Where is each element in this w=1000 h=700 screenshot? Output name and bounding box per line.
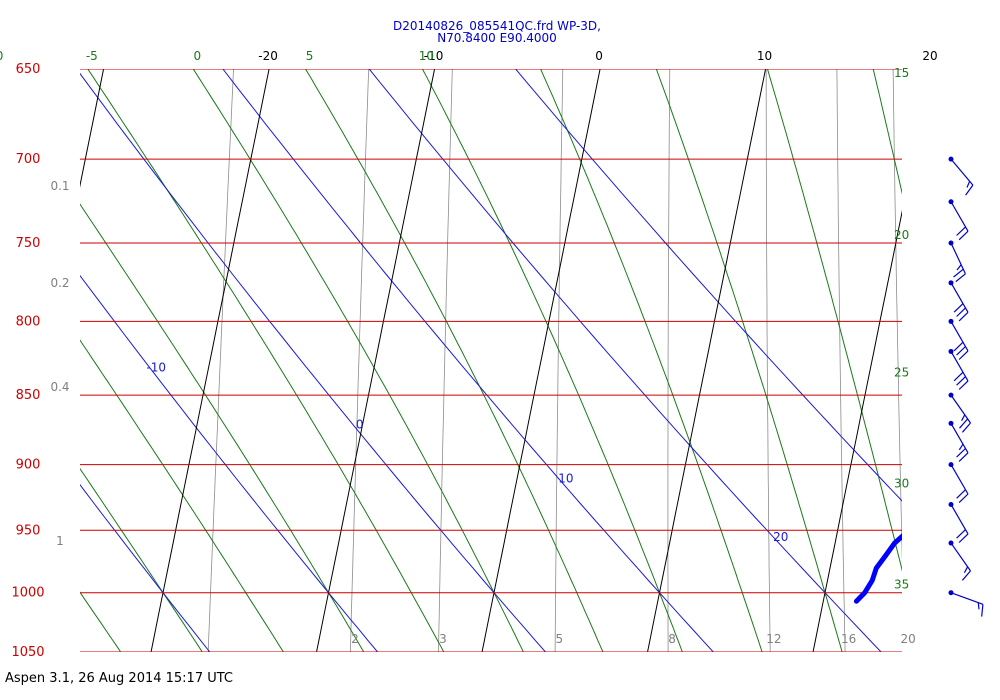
isobar-label-1050: 1050: [11, 645, 44, 660]
mixing-ratio-1: [207, 69, 234, 652]
mixing-ratio-3: [438, 69, 453, 652]
wind-barb-930: [948, 501, 969, 543]
moist-adiabat-lines: [80, 12, 1000, 687]
sounding-profiles: [853, 533, 902, 604]
dry-adiabat-30: [514, 69, 902, 502]
dry-adiabat-20: [368, 69, 882, 652]
isotherm-30: [976, 50, 1000, 663]
moist-adiabat-20: [655, 69, 843, 652]
chart-title-line1: D20140826_085541QC.frd WP-3D,: [393, 19, 601, 33]
temperature-label--10: -10: [424, 49, 444, 63]
isobar-lines: [80, 69, 902, 652]
dry-adiabat-10: [222, 69, 714, 652]
mixing-ratio-left-label-0.2: 0.2: [50, 276, 69, 290]
isotherm--20: [150, 69, 270, 652]
wind-barb-700: [948, 156, 974, 196]
mixing-ratio-label-2: 2: [351, 632, 359, 646]
mixing-ratio-label-8: 8: [668, 632, 676, 646]
wind-barbs: [948, 156, 984, 617]
dry-adiabat-label-20: 20: [773, 530, 788, 544]
isobar-label-750: 750: [16, 236, 41, 251]
temperature-label-0: 0: [595, 49, 603, 63]
moist-adiabat-right-label-35: 35: [894, 578, 909, 592]
mixing-ratio-left-label-1: 1: [56, 534, 64, 548]
chart-title-line2: N70.8400 E90.4000: [437, 31, 557, 45]
moist-adiabat-right-label-20: 20: [894, 228, 909, 242]
mixing-ratio-16: [836, 69, 846, 652]
wind-barb-900: [948, 462, 969, 504]
mixing-ratio-5: [554, 69, 564, 652]
mixing-ratio-0.4: [34, 12, 72, 675]
moist-adiabat--15: [80, 339, 284, 652]
isotherm-lines: [80, 50, 1000, 663]
wind-barb-1000: [948, 590, 984, 617]
mixing-ratio-30: [997, 12, 1000, 675]
moist-adiabat--25: [80, 591, 122, 652]
wind-barb-750: [948, 240, 966, 283]
moist-adiabat-label--10: -10: [0, 49, 3, 63]
isobar-label-700: 700: [16, 152, 41, 167]
wind-barb-960: [948, 540, 971, 581]
isobar-label-950: 950: [16, 523, 41, 538]
mixing-ratio-label-12: 12: [766, 632, 781, 646]
dry-adiabat-label-10: 10: [558, 472, 573, 486]
wind-barb-850: [948, 392, 971, 433]
isobar-label-900: 900: [16, 458, 41, 473]
moist-adiabat-right-label-25: 25: [894, 366, 909, 380]
temperature-label-20: 20: [922, 49, 937, 63]
isotherm--30: [80, 69, 105, 188]
dry-adiabat-label-0: 0: [356, 417, 364, 431]
mixing-ratio-left-label-0.1: 0.1: [50, 179, 69, 193]
moist-adiabat-5: [304, 69, 604, 652]
mixing-ratio-label-5: 5: [555, 632, 563, 646]
isotherm-0: [481, 69, 601, 652]
dewpoint-profile: [853, 533, 902, 604]
mixing-ratio-label-16: 16: [841, 632, 856, 646]
isobar-label-650: 650: [16, 62, 41, 77]
isobar-label-1000: 1000: [11, 586, 44, 601]
moist-adiabat-label-10: 10: [419, 49, 434, 63]
moist-adiabat-right-label-15: 15: [894, 66, 909, 80]
wind-barb-800: [948, 318, 969, 360]
moist-adiabat--5: [87, 69, 445, 652]
mixing-ratio-20: [892, 69, 902, 562]
temperature-label--20: -20: [258, 49, 278, 63]
wind-barb-725: [948, 199, 969, 241]
isobar-label-850: 850: [16, 388, 41, 403]
wind-barb-820: [948, 348, 969, 390]
mixing-ratio-2: [349, 69, 370, 652]
wind-barb-870: [948, 420, 969, 462]
moist-adiabat-30: [872, 69, 902, 195]
moist-adiabat-35: [963, 12, 1000, 687]
dry-adiabat-0: [80, 72, 547, 652]
mixing-ratio-8: [667, 69, 671, 652]
dry-adiabat-label--10: -10: [146, 360, 166, 374]
mixing-ratio-left-label-0.4: 0.4: [50, 380, 69, 394]
moist-adiabat-label-5: 5: [306, 49, 314, 63]
wind-barb-775: [948, 280, 969, 322]
moist-adiabat-label--5: -5: [86, 49, 98, 63]
isotherm--10: [316, 69, 436, 652]
mixing-ratio-label-20: 20: [900, 632, 915, 646]
isotherm-10: [647, 69, 767, 652]
dry-adiabat--20: [80, 484, 211, 652]
mixing-ratio-lines: [34, 12, 1000, 675]
moist-adiabat-0: [192, 69, 524, 652]
mixing-ratio-label-3: 3: [439, 632, 447, 646]
moist-adiabat--10: [80, 203, 365, 652]
temperature-label-10: 10: [757, 49, 772, 63]
moist-adiabat-label-0: 0: [193, 49, 201, 63]
isobar-label-800: 800: [16, 314, 41, 329]
moist-adiabat-right-label-30: 30: [894, 476, 909, 490]
mixing-ratio-12: [765, 69, 771, 652]
footer-version-timestamp: Aspen 3.1, 26 Aug 2014 15:17 UTC: [5, 671, 234, 686]
